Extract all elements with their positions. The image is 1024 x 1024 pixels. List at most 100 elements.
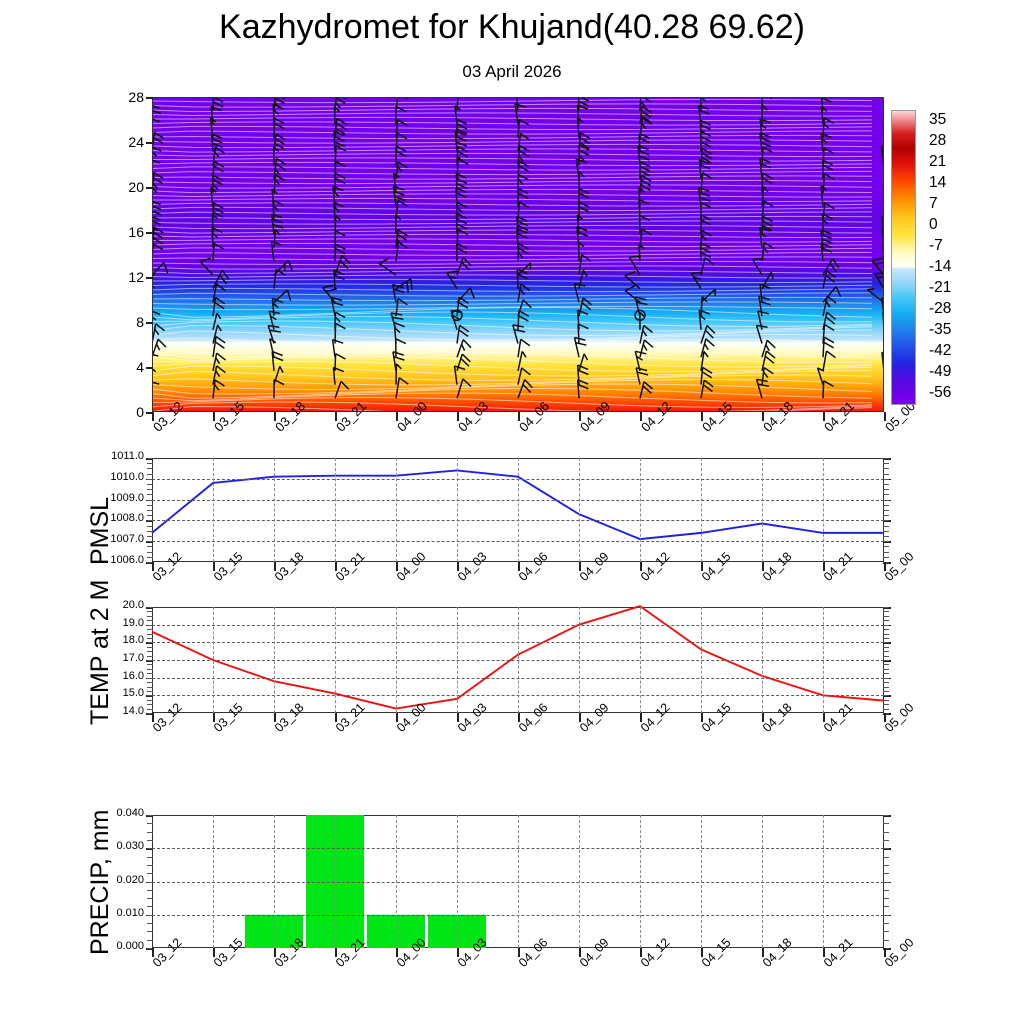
gridline-v — [274, 458, 275, 562]
y-minor-tick-right — [883, 889, 889, 891]
y-minor-tick — [147, 546, 153, 548]
y-minor-tick-right — [883, 673, 889, 675]
y-minor-tick — [147, 713, 153, 714]
y-minor-tick — [147, 677, 153, 679]
y-minor-tick-right — [883, 536, 889, 537]
y-minor-tick-right — [883, 923, 889, 925]
gridline-v — [274, 607, 275, 713]
gridline-v — [213, 458, 214, 562]
page-subtitle: 03 April 2026 — [462, 62, 562, 81]
y-tick-label: 19.0 — [122, 616, 144, 629]
x-tick-mark — [335, 713, 337, 722]
x-tick-mark — [762, 562, 764, 571]
x-tick-mark — [823, 412, 825, 421]
y-minor-tick-right — [883, 677, 889, 679]
wind-barb-overlay — [152, 97, 884, 412]
gridline-v — [335, 607, 336, 713]
y-minor-tick-right — [883, 848, 889, 850]
gridline-v — [640, 815, 641, 948]
y-minor-tick — [147, 473, 153, 475]
y-minor-tick — [147, 468, 153, 470]
gridline-v — [701, 815, 702, 948]
y-minor-tick-right — [883, 607, 889, 608]
y-minor-tick-right — [883, 515, 889, 517]
y-minor-tick-right — [883, 499, 889, 501]
y-minor-tick — [147, 699, 153, 701]
y-minor-tick — [147, 478, 153, 480]
y-minor-tick-right — [883, 473, 889, 475]
gridline-v — [762, 458, 763, 562]
y-tick-label: 20.0 — [122, 599, 144, 611]
y-tick-mark — [146, 187, 153, 189]
y-minor-tick-right — [883, 637, 889, 639]
y-minor-tick — [147, 629, 153, 631]
y-tick-label: 0.020 — [116, 873, 144, 886]
y-minor-tick — [147, 948, 153, 949]
y-minor-tick — [147, 660, 153, 661]
y-minor-tick — [147, 831, 153, 833]
colorbar-label: -35 — [929, 320, 952, 338]
y-minor-tick — [147, 889, 153, 891]
x-tick-mark — [884, 713, 886, 722]
y-minor-tick — [147, 484, 153, 485]
gridline-v — [640, 607, 641, 713]
page-title: Kazhydromet for Khujand(40.28 69.62) — [219, 8, 805, 46]
x-tick-mark — [579, 713, 581, 722]
y-minor-tick-right — [883, 686, 889, 688]
y-minor-tick-right — [883, 551, 889, 553]
gridline-v — [457, 815, 458, 948]
y-minor-tick-right — [883, 690, 889, 692]
x-tick-mark — [396, 948, 398, 957]
gridline-v — [640, 458, 641, 562]
y-minor-tick-right — [883, 633, 889, 635]
x-tick-label: 05_00 — [882, 700, 917, 735]
y-minor-tick-right — [883, 664, 889, 666]
colorbar — [891, 110, 916, 405]
x-tick-mark — [884, 562, 886, 571]
y-minor-tick-right — [883, 914, 889, 916]
y-tick-label: 1011.0 — [111, 450, 144, 462]
x-tick-mark — [518, 713, 520, 722]
x-tick-mark — [274, 713, 276, 722]
y-minor-tick-right — [883, 704, 889, 706]
y-tick-mark — [146, 232, 153, 234]
y-minor-tick-right — [883, 873, 889, 875]
y-minor-tick — [147, 541, 153, 543]
y-minor-tick-right — [883, 695, 889, 697]
y-minor-tick — [147, 525, 153, 527]
y-minor-tick-right — [883, 615, 889, 617]
y-minor-tick — [147, 906, 153, 908]
x-tick-mark — [335, 412, 337, 421]
gridline-v — [518, 458, 519, 562]
y-minor-tick — [147, 624, 153, 626]
colorbar-label: 35 — [929, 111, 947, 129]
y-minor-tick-right — [883, 831, 889, 833]
upper-air-frame — [152, 97, 884, 412]
gridline-v — [213, 607, 214, 713]
y-minor-tick-right — [883, 478, 889, 480]
x-tick-mark — [213, 948, 215, 957]
y-minor-tick — [147, 664, 153, 666]
x-tick-mark — [457, 412, 459, 421]
x-tick-mark — [457, 713, 459, 722]
x-tick-mark — [152, 713, 154, 722]
y-tick-label: 20 — [128, 179, 144, 195]
y-minor-tick — [147, 708, 153, 710]
y-tick-label: 8 — [136, 314, 144, 330]
y-tick-label: 28 — [128, 89, 144, 105]
y-minor-tick-right — [883, 931, 889, 933]
x-tick-mark — [579, 562, 581, 571]
x-tick-mark — [701, 562, 703, 571]
x-tick-mark — [518, 412, 520, 421]
y-tick-label: 0.000 — [116, 940, 144, 952]
y-minor-tick — [147, 668, 153, 670]
y-minor-tick — [147, 646, 153, 648]
x-tick-mark — [152, 948, 154, 957]
y-minor-tick — [147, 530, 153, 532]
x-tick-label: 05_00 — [882, 549, 917, 584]
y-minor-tick-right — [883, 699, 889, 701]
x-tick-mark — [701, 948, 703, 957]
y-minor-tick-right — [883, 823, 889, 825]
y-minor-tick — [147, 499, 153, 501]
x-tick-mark — [274, 412, 276, 421]
